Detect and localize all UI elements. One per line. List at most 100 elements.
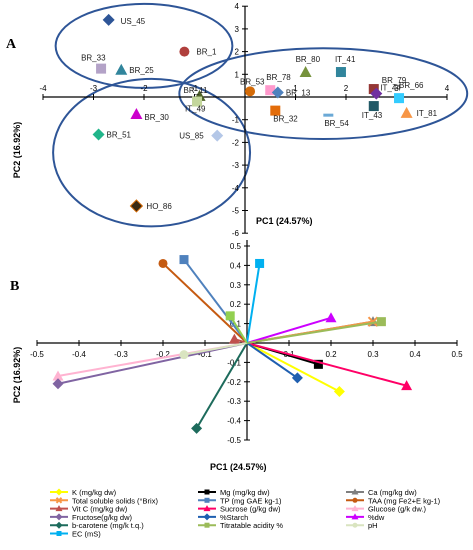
vector-marker <box>179 255 189 265</box>
y-tick-label-b: 0.5 <box>230 242 242 251</box>
legend-item: Vit C (mg/kg dw) <box>50 505 128 514</box>
data-point-label: BR_11 <box>184 86 208 95</box>
data-point-label: US_85 <box>179 132 204 141</box>
vector-marker <box>228 333 240 344</box>
data-point-label: US_45 <box>121 17 146 26</box>
legend-b: K (mg/kg dw) Mg (mg/kg dw) Ca (mg/kg dw) To… <box>50 488 441 539</box>
vector-marker <box>313 359 323 369</box>
data-point-label: BR_13 <box>286 88 311 97</box>
data-point-label: BR_78 <box>266 73 291 82</box>
y-tick-label-a: -5 <box>232 207 240 216</box>
data-point <box>115 63 128 75</box>
vector-line <box>246 342 407 387</box>
vector-marker <box>376 317 386 327</box>
vector-line <box>183 258 248 344</box>
vector-series <box>246 342 413 391</box>
x-tick-label-b: -0.3 <box>114 350 128 359</box>
y-tick-label-a: -6 <box>232 229 240 238</box>
data-point <box>400 106 413 118</box>
data-point <box>335 67 346 78</box>
legend-marker <box>55 488 63 496</box>
vector-line <box>246 342 298 379</box>
x-tick-label-a: -2 <box>140 84 148 93</box>
x-tick-label-b: 0.2 <box>325 350 337 359</box>
scatter-chart-a: A -4 -3 -2 -1 1 2 3 4 4 3 2 1 -1 -2 -3 -4 -5 -6 US_45 BR_1… <box>6 2 469 238</box>
vector-marker <box>333 386 345 397</box>
data-point-label: BR_30 <box>144 113 169 122</box>
data-point-label: IT_43 <box>362 111 383 120</box>
legend-item: b-carotene (mg/k t.q.) <box>50 521 144 530</box>
data-point-label: IT_81 <box>417 109 438 118</box>
x-tick-label-b: 0.5 <box>451 350 463 359</box>
data-point <box>323 113 334 117</box>
vector-series <box>179 255 248 344</box>
legend-item: %Starch <box>198 513 248 522</box>
legend-item: Mg (mg/kg dw) <box>198 488 270 497</box>
x-tick-label-a: -4 <box>39 84 47 93</box>
vector-marker <box>52 370 64 381</box>
x-tick-label-a: 1 <box>293 84 298 93</box>
legend-label: Sucrose (g/kg dw) <box>220 505 281 514</box>
data-point <box>102 13 115 26</box>
legend-marker <box>351 513 359 520</box>
data-point <box>96 63 107 74</box>
x-tick-label-a: -1 <box>191 84 199 93</box>
y-tick-label-b: -0.5 <box>227 436 241 445</box>
group-ellipse <box>178 47 469 140</box>
legend-label: %Starch <box>220 513 248 522</box>
y-tick-label-a: -3 <box>232 161 240 170</box>
vector-marker <box>191 422 203 434</box>
vector-series <box>246 342 345 397</box>
x-tick-label-a: 4 <box>445 84 450 93</box>
vector-marker <box>401 380 413 391</box>
vectors-b <box>52 255 413 434</box>
data-point <box>130 108 143 120</box>
data-point <box>211 129 224 142</box>
x-tick-label-a: 2 <box>344 84 349 93</box>
group-ellipse <box>52 77 252 228</box>
vector-marker <box>367 316 379 327</box>
legend-marker <box>55 505 63 512</box>
legend-marker <box>204 489 210 495</box>
x-tick-label-b: 0.4 <box>409 350 421 359</box>
vector-line <box>246 342 340 393</box>
x-tick-label-b: -0.2 <box>156 350 170 359</box>
data-point-label: HO_86 <box>146 202 172 211</box>
legend-marker <box>55 521 63 529</box>
x-tick-label-a: -3 <box>90 84 98 93</box>
legend-item: Sucrose (g/kg dw) <box>198 505 281 514</box>
data-point <box>394 93 405 104</box>
data-point <box>179 46 190 57</box>
legend-item: Ca (mg/kg dw) <box>346 488 417 497</box>
vector-series <box>246 317 386 344</box>
y-tick-label-b: 0.4 <box>230 261 242 270</box>
x-tick-label-b: -0.4 <box>72 350 86 359</box>
vector-series <box>191 342 248 434</box>
y-tick-label-a: -1 <box>232 116 240 125</box>
y-tick-label-a: 1 <box>235 70 240 79</box>
data-point <box>265 85 276 96</box>
y-axis-label-a: PC2 (16.92%) <box>12 122 22 179</box>
vector-line <box>162 262 248 344</box>
x-tick-label-b: 0.3 <box>367 350 379 359</box>
legend-label: TP (mg GAE kg-1) <box>220 496 282 505</box>
legend-label: %dw <box>368 513 385 522</box>
legend-item: Total soluble solids (°Brix) <box>50 496 158 505</box>
legend-item: TAA (mg Fe2+E kg-1) <box>346 496 441 505</box>
legend-marker <box>204 497 210 503</box>
data-point-label: BR_53 <box>240 77 265 86</box>
vector-marker <box>255 258 265 268</box>
data-point-label: BR_66 <box>399 81 424 90</box>
y-tick-label-a: 3 <box>235 25 240 34</box>
line-chart-b: B -0.5-0.4-0.3-0.2-0.10.10.20.30.40.50.6… <box>10 240 463 539</box>
panel-label-a: A <box>6 37 17 52</box>
legend-label: pH <box>368 521 378 530</box>
data-point-label: BR_32 <box>273 115 298 124</box>
y-tick-label-a: 4 <box>235 2 240 11</box>
legend-label: Ca (mg/kg dw) <box>368 488 417 497</box>
x-tick-label-a: 3 <box>394 84 399 93</box>
vector-series <box>246 312 337 344</box>
data-point-label: IT_44 <box>380 84 401 93</box>
panel-label-b: B <box>10 279 19 294</box>
legend-marker <box>203 513 211 521</box>
